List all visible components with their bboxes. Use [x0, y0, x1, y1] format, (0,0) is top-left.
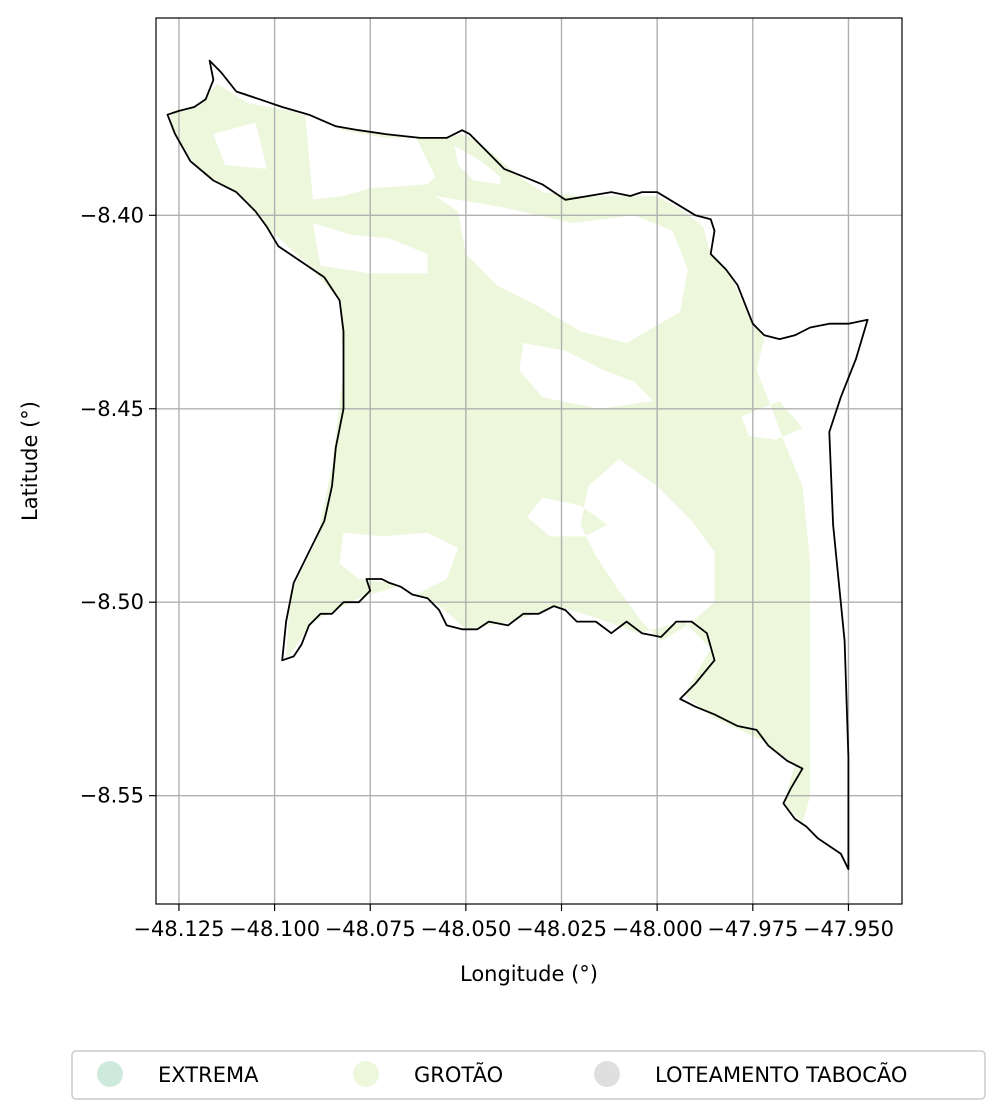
x-tick-label: −48.050: [420, 917, 511, 941]
ticks: −48.125 −48.100 −48.075 −48.050 −48.025 −48.0…: [80, 203, 894, 941]
legend-frame: [71, 1050, 986, 1100]
plot-area: [171, 83, 811, 823]
x-tick-label: −48.000: [612, 917, 703, 941]
x-tick-label: −48.075: [325, 917, 416, 941]
legend-marker-loteamento-tabocao: [594, 1061, 620, 1087]
y-tick-label: −8.55: [80, 784, 144, 808]
grotao-region: [171, 83, 811, 823]
y-tick-label: −8.40: [80, 203, 144, 227]
x-tick-label: −48.125: [133, 917, 224, 941]
legend-label-extrema: EXTREMA: [158, 1063, 259, 1087]
x-tick-label: −47.975: [707, 917, 798, 941]
legend: EXTREMA GROTÃO LOTEAMENTO TABOCÃO: [71, 1050, 986, 1100]
gridlines: [156, 18, 902, 904]
legend-marker-grotao: [353, 1061, 379, 1087]
x-tick-label: −47.950: [803, 917, 894, 941]
legend-label-loteamento-tabocao: LOTEAMENTO TABOCÃO: [655, 1061, 907, 1087]
y-tick-label: −8.50: [80, 590, 144, 614]
municipality-boundary: [166, 59, 869, 871]
x-axis-label: Longitude (°): [460, 962, 598, 986]
boundary-layer: [166, 59, 869, 871]
legend-label-grotao: GROTÃO: [414, 1061, 503, 1087]
y-tick-label: −8.45: [80, 397, 144, 421]
legend-marker-extrema: [97, 1061, 123, 1087]
axes-frame: [155, 17, 903, 905]
x-tick-label: −48.025: [516, 917, 607, 941]
y-axis-label: Latitude (°): [18, 401, 42, 521]
x-tick-label: −48.100: [229, 917, 320, 941]
